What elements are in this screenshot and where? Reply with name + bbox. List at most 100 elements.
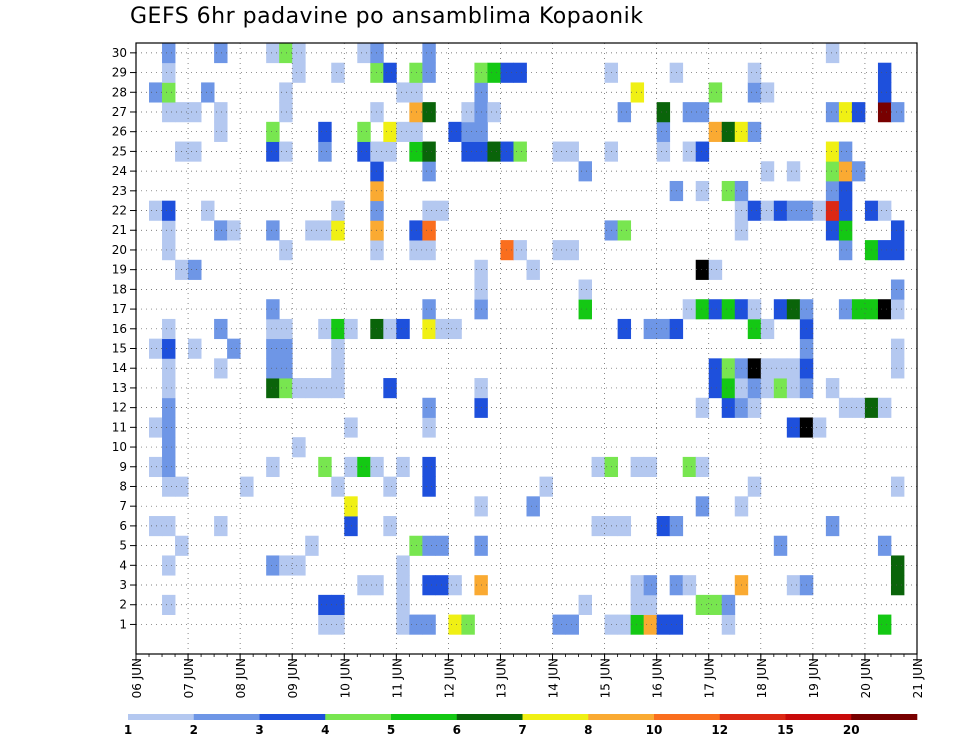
heatmap-cell xyxy=(591,516,605,537)
heatmap-cell xyxy=(617,102,632,123)
x-date-label: 09 JUN xyxy=(286,658,300,698)
heatmap-cell xyxy=(487,62,501,83)
heatmap-cell xyxy=(760,378,775,399)
heatmap-cell xyxy=(747,62,762,83)
heatmap-cell xyxy=(461,121,475,142)
heatmap-cell xyxy=(266,555,280,576)
heatmap-cell xyxy=(721,378,736,399)
heatmap-cell xyxy=(162,397,176,418)
heatmap-cell xyxy=(370,240,384,261)
heatmap-cell xyxy=(422,240,436,261)
heatmap-cell xyxy=(630,82,645,103)
heatmap-cell xyxy=(747,476,762,497)
y-tick-label: 22 xyxy=(112,204,127,218)
heatmap-cell xyxy=(773,535,788,556)
y-tick-label: 5 xyxy=(119,539,127,553)
heatmap-cell xyxy=(786,161,801,182)
heatmap-cell xyxy=(396,318,410,340)
heatmap-cell xyxy=(578,279,592,300)
heatmap-cell xyxy=(279,338,293,359)
heatmap-cell xyxy=(526,496,540,517)
y-tick-label: 16 xyxy=(112,322,127,336)
heatmap-cell xyxy=(266,378,280,399)
heatmap-cell xyxy=(825,200,840,221)
heatmap-cell xyxy=(266,121,280,142)
heatmap-cell xyxy=(851,397,866,418)
heatmap-cell xyxy=(500,62,514,83)
legend-label: 15 xyxy=(777,723,794,737)
heatmap-cell xyxy=(422,141,436,162)
heatmap-cell xyxy=(513,62,527,83)
heatmap-cell xyxy=(747,121,762,142)
heatmap-cell xyxy=(565,141,579,162)
y-tick-label: 29 xyxy=(112,66,127,80)
heatmap-cell xyxy=(396,614,410,635)
heatmap-cell xyxy=(331,338,345,359)
heatmap-cell xyxy=(162,102,176,123)
y-tick-label: 19 xyxy=(112,263,127,277)
heatmap-cell xyxy=(292,437,306,458)
heatmap-cell xyxy=(357,141,371,162)
y-tick-label: 7 xyxy=(119,499,127,513)
y-tick-label: 10 xyxy=(112,440,127,454)
heatmap-cell xyxy=(851,299,866,320)
heatmap-cell xyxy=(292,555,306,576)
heatmap-cell xyxy=(526,259,540,280)
heatmap-cell xyxy=(201,200,215,221)
heatmap-cell xyxy=(630,614,645,635)
heatmap-cell xyxy=(656,614,671,635)
heatmap-cell xyxy=(331,594,345,615)
heatmap-cell xyxy=(370,200,384,221)
heatmap-cell xyxy=(786,358,801,379)
legend-swatch xyxy=(259,714,326,720)
y-tick-label: 28 xyxy=(112,85,127,99)
heatmap-cell xyxy=(708,358,723,379)
heatmap-cell xyxy=(383,121,397,142)
heatmap-cell xyxy=(162,456,176,478)
heatmap-cell xyxy=(825,378,840,399)
heatmap-cell xyxy=(422,102,436,123)
heatmap-cell xyxy=(162,318,176,340)
heatmap-cell xyxy=(643,456,658,478)
legend-label: 8 xyxy=(584,723,592,737)
heatmap-cell xyxy=(695,180,710,202)
heatmap-cell xyxy=(396,555,410,576)
y-axis: 1234567891011121314151617181920212223242… xyxy=(112,46,136,631)
heatmap-cell xyxy=(162,82,176,103)
heatmap-cell xyxy=(162,476,176,497)
heatmap-cell xyxy=(370,456,384,478)
heatmap-cell xyxy=(825,220,840,241)
y-tick-label: 4 xyxy=(119,558,127,572)
heatmap-cell xyxy=(344,496,358,517)
heatmap-cell xyxy=(370,102,384,123)
heatmap-cell xyxy=(747,378,762,399)
legend-swatch xyxy=(128,714,195,720)
heatmap-cell xyxy=(513,141,527,162)
heatmap-cell xyxy=(396,575,410,596)
heatmap-cell xyxy=(695,259,710,280)
heatmap-cell xyxy=(318,318,332,340)
legend-label: 7 xyxy=(518,723,526,737)
heatmap-cell xyxy=(630,594,645,615)
heatmap-cell xyxy=(747,82,762,103)
heatmap-cell xyxy=(747,397,762,418)
heatmap-cell xyxy=(344,417,358,438)
heatmap-cell xyxy=(149,82,163,103)
y-tick-label: 25 xyxy=(112,144,127,158)
heatmap-cell xyxy=(825,141,840,162)
heatmap-cell xyxy=(279,378,293,399)
heatmap-cell xyxy=(162,437,176,458)
x-date-label: 07 JUN xyxy=(182,658,196,698)
heatmap-cell xyxy=(435,200,449,221)
heatmap-cell xyxy=(422,476,436,497)
legend-label: 4 xyxy=(321,723,329,737)
heatmap-cell xyxy=(461,141,475,162)
heatmap-cell xyxy=(162,220,176,241)
heatmap-cell xyxy=(214,102,228,123)
heatmap-cell xyxy=(162,62,176,83)
heatmap-cell xyxy=(331,614,345,635)
heatmap-cell xyxy=(383,516,397,537)
x-date-label: 15 JUN xyxy=(599,658,613,698)
y-tick-label: 20 xyxy=(112,243,127,257)
heatmap-cell xyxy=(578,161,592,182)
